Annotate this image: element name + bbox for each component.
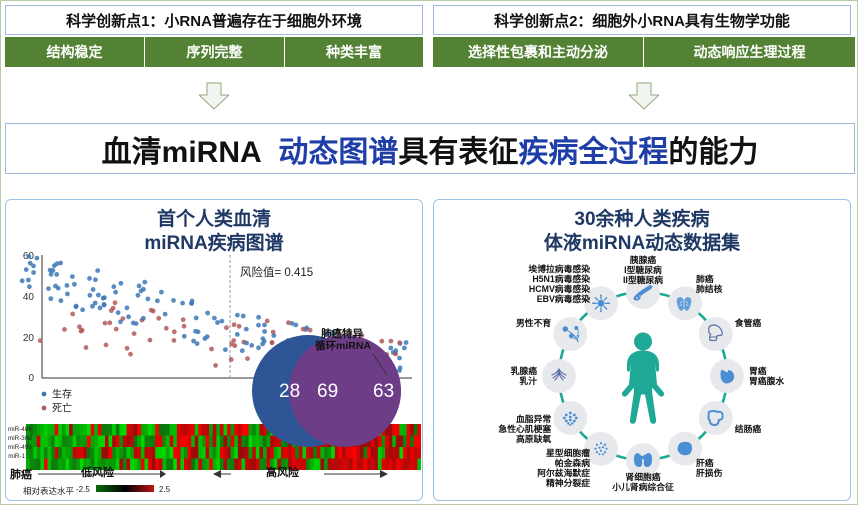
svg-text:69: 69 [317,381,338,402]
svg-text:20: 20 [23,333,35,344]
svg-text:28: 28 [279,381,300,402]
svg-text:40: 40 [23,292,35,303]
svg-text:循环miRNA: 循环miRNA [315,339,371,352]
svg-text:死亡: 死亡 [52,402,72,415]
svg-text:风险值= 0.415: 风险值= 0.415 [240,265,313,279]
svg-text:肺癌特异: 肺癌特异 [321,327,363,340]
svg-text:生存: 生存 [52,388,72,401]
svg-text:0: 0 [28,373,34,384]
svg-text:63: 63 [373,381,394,402]
